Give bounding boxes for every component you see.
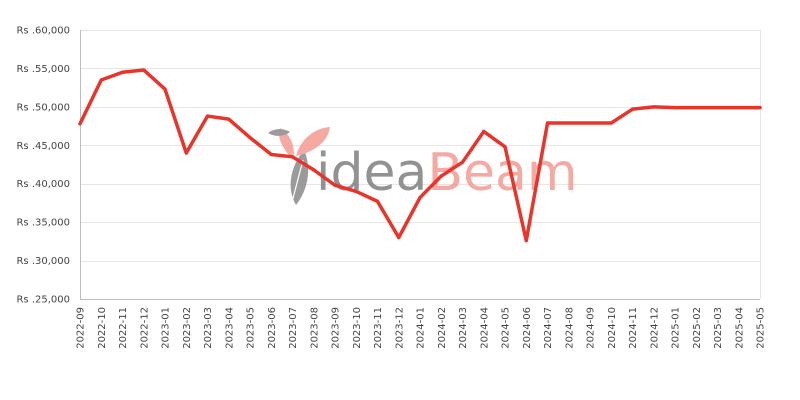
data-point bbox=[163, 87, 167, 91]
x-tick-label: 2023-09 bbox=[331, 307, 342, 349]
y-axis-tick-labels: Rs .25,000 Rs .30,000 Rs .35,000 Rs .40,000… bbox=[16, 26, 70, 306]
data-point bbox=[482, 129, 486, 134]
x-tick-label: 2023-08 bbox=[309, 307, 320, 349]
watermark-part-idea: idea bbox=[316, 143, 427, 203]
data-point bbox=[460, 160, 465, 164]
x-tick-label: 2023-11 bbox=[373, 307, 384, 349]
data-point bbox=[503, 145, 507, 149]
data-point bbox=[567, 121, 571, 125]
data-point bbox=[694, 106, 698, 110]
y-tick-label: Rs .55,000 bbox=[16, 64, 70, 75]
series-layer bbox=[78, 68, 762, 243]
y-tick-label: Rs .45,000 bbox=[16, 141, 70, 152]
data-point bbox=[333, 183, 337, 187]
x-tick-label: 2024-12 bbox=[649, 307, 660, 349]
x-tick-label: 2024-01 bbox=[416, 307, 427, 349]
data-point bbox=[418, 195, 422, 200]
data-point bbox=[120, 70, 125, 74]
axes bbox=[80, 30, 760, 300]
x-tick-label: 2023-06 bbox=[267, 307, 278, 349]
data-point bbox=[758, 106, 762, 110]
x-tick-label: 2024-10 bbox=[607, 307, 618, 349]
x-tick-label: 2024-07 bbox=[543, 307, 554, 349]
x-axis-tick-labels: 2022-09 2022-10 2022-11 2022-12 2023-01 2023-… bbox=[76, 307, 767, 349]
data-point bbox=[588, 121, 592, 125]
x-tick-label: 2023-03 bbox=[203, 307, 214, 349]
x-tick-label: 2022-10 bbox=[97, 307, 108, 349]
data-point bbox=[375, 199, 380, 203]
data-point bbox=[439, 174, 443, 178]
x-tick-label: 2024-02 bbox=[437, 307, 448, 349]
x-tick-label: 2023-07 bbox=[288, 307, 299, 349]
data-point bbox=[227, 117, 231, 121]
x-tick-label: 2025-03 bbox=[713, 307, 724, 349]
watermark-text: ideaBeam bbox=[316, 143, 578, 203]
x-tick-label: 2025-04 bbox=[734, 307, 745, 349]
data-point bbox=[524, 238, 528, 243]
data-point bbox=[312, 168, 316, 172]
x-tick-label: 2025-02 bbox=[692, 307, 703, 349]
y-tick-label: Rs .25,000 bbox=[16, 295, 70, 306]
x-tick-label: 2024-05 bbox=[501, 307, 512, 349]
data-point bbox=[142, 68, 146, 72]
x-tick-label: 2022-11 bbox=[118, 307, 129, 349]
y-tick-label: Rs .50,000 bbox=[16, 102, 70, 113]
y-tick-label: Rs .60,000 bbox=[16, 26, 70, 37]
x-tick-label: 2022-12 bbox=[139, 307, 150, 349]
data-point bbox=[248, 136, 252, 140]
data-point bbox=[205, 114, 210, 118]
data-point bbox=[290, 155, 295, 159]
data-point bbox=[609, 121, 613, 125]
data-point bbox=[673, 106, 677, 110]
x-tick-label: 2023-12 bbox=[394, 307, 405, 349]
x-tick-label: 2024-06 bbox=[522, 307, 533, 349]
y-tick-label: Rs .35,000 bbox=[16, 218, 70, 229]
data-point bbox=[269, 152, 273, 157]
y-tick-label: Rs .30,000 bbox=[16, 256, 70, 267]
x-tick-label: 2024-04 bbox=[479, 307, 490, 349]
x-tick-label: 2024-09 bbox=[586, 307, 597, 349]
x-tick-label: 2024-08 bbox=[564, 307, 575, 349]
data-point bbox=[78, 122, 82, 126]
data-point bbox=[630, 107, 635, 111]
data-point bbox=[737, 106, 741, 110]
data-point bbox=[184, 151, 188, 155]
data-point bbox=[99, 78, 103, 82]
x-tick-label: 2025-01 bbox=[671, 307, 682, 349]
data-point bbox=[715, 106, 720, 110]
data-point bbox=[354, 189, 358, 193]
data-point bbox=[545, 121, 550, 125]
y-tick-label: Rs .40,000 bbox=[16, 179, 70, 190]
x-tick-label: 2022-09 bbox=[76, 307, 87, 349]
x-tick-label: 2023-01 bbox=[161, 307, 172, 349]
x-tick-label: 2024-03 bbox=[458, 307, 469, 349]
watermark-part-beam: Beam bbox=[427, 143, 577, 203]
x-tick-label: 2024-11 bbox=[628, 307, 639, 349]
x-tick-label: 2025-05 bbox=[756, 307, 767, 349]
data-point bbox=[397, 235, 401, 240]
x-tick-label: 2023-05 bbox=[246, 307, 257, 349]
x-tick-label: 2023-02 bbox=[182, 307, 193, 349]
x-tick-label: 2023-04 bbox=[224, 307, 235, 349]
data-point bbox=[652, 105, 656, 109]
x-tick-label: 2023-10 bbox=[352, 307, 363, 349]
